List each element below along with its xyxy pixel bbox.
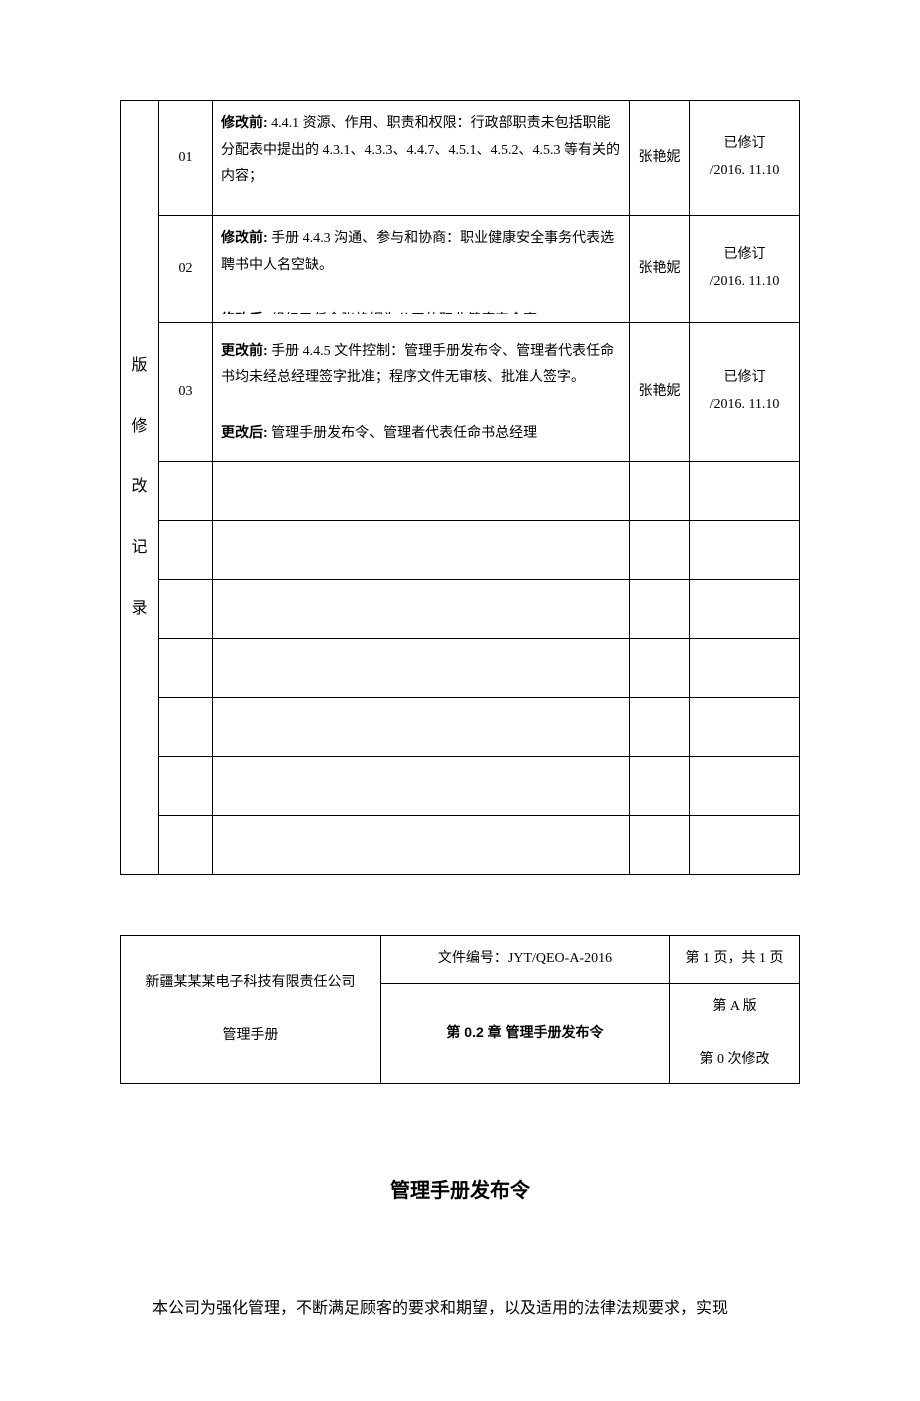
title-block: 管理手册发布令 — [120, 1174, 800, 1203]
table-row — [121, 698, 800, 757]
status-line: /2016. 11.10 — [710, 274, 780, 289]
rev-label: 第 0 次修改 — [700, 1052, 770, 1067]
table-row — [121, 639, 800, 698]
status-line: 已修订 — [724, 247, 766, 262]
before-text: 手册 4.4.3 沟通、参与和协商：职业健康安全事务代表选聘书中人名空缺。 — [221, 231, 614, 273]
status-line: /2016. 11.10 — [710, 397, 780, 412]
status-line: 已修订 — [724, 136, 766, 151]
doc-no: 文件编号：JYT/QEO-A-2016 — [381, 936, 670, 984]
status-line: /2016. 11.10 — [710, 163, 780, 178]
after-label: 修改后: — [221, 311, 268, 314]
table-row — [121, 521, 800, 580]
table-row: 新疆某某某电子科技有限责任公司 管理手册 文件编号：JYT/QEO-A-2016… — [121, 936, 800, 984]
label-char: 版 — [127, 351, 152, 381]
revision-label-cell: 版 修 改 记 录 — [121, 101, 159, 875]
before-text: 4.4.1 资源、作用、职责和权限：行政部职责未包括职能分配表中提出的 4.3.… — [221, 116, 620, 184]
status-line: 已修订 — [724, 370, 766, 385]
after-text: 管理手册发布令、管理者代表任命书总经理 — [271, 426, 537, 441]
page-label: 第 1 页，共 1 页 — [670, 936, 800, 984]
page-title: 管理手册发布令 — [390, 1180, 530, 1202]
table-row — [121, 462, 800, 521]
label-char: 改 — [127, 472, 152, 502]
doc-type: 管理手册 — [223, 1028, 279, 1043]
rev-person: 张艳妮 — [630, 101, 690, 216]
before-label: 修改前: — [221, 114, 268, 130]
spacer — [120, 875, 800, 935]
table-row — [121, 757, 800, 816]
before-label: 更改前: — [221, 342, 268, 358]
company-cell: 新疆某某某电子科技有限责任公司 管理手册 — [121, 936, 381, 1084]
rev-no: 01 — [159, 101, 213, 216]
table-row: 02 修改前: 手册 4.4.3 沟通、参与和协商：职业健康安全事务代表选聘书中… — [121, 216, 800, 323]
after-label: 更改后: — [221, 424, 268, 440]
table-row: 版 修 改 记 录 01 修改前: 4.4.1 资源、作用、职责和权限：行政部职… — [121, 101, 800, 216]
rev-desc: 修改前: 手册 4.4.3 沟通、参与和协商：职业健康安全事务代表选聘书中人名空… — [213, 216, 630, 323]
revision-table: 版 修 改 记 录 01 修改前: 4.4.1 资源、作用、职责和权限：行政部职… — [120, 100, 800, 875]
rev-status: 已修订 /2016. 11.10 — [690, 216, 800, 323]
before-text: 手册 4.4.5 文件控制：管理手册发布令、管理者代表任命书均未经总经理签字批准… — [221, 344, 614, 386]
rev-person: 张艳妮 — [630, 216, 690, 323]
table-row — [121, 816, 800, 875]
rev-desc: 修改前: 4.4.1 资源、作用、职责和权限：行政部职责未包括职能分配表中提出的… — [213, 101, 630, 216]
label-char: 记 — [127, 533, 152, 563]
rev-desc: 更改前: 手册 4.4.5 文件控制：管理手册发布令、管理者代表任命书均未经总经… — [213, 323, 630, 462]
rev-no: 03 — [159, 323, 213, 462]
rev-person: 张艳妮 — [630, 323, 690, 462]
company-name: 新疆某某某电子科技有限责任公司 — [146, 975, 356, 990]
header-table: 新疆某某某电子科技有限责任公司 管理手册 文件编号：JYT/QEO-A-2016… — [120, 935, 800, 1084]
label-char: 录 — [127, 594, 152, 624]
body-paragraph: 本公司为强化管理，不断满足顾客的要求和期望，以及适用的法律法规要求，实现 — [120, 1293, 800, 1325]
document-page: 版 修 改 记 录 01 修改前: 4.4.1 资源、作用、职责和权限：行政部职… — [0, 0, 920, 1401]
version-cell: 第 A 版 第 0 次修改 — [670, 983, 800, 1084]
version-label: 第 A 版 — [712, 999, 756, 1014]
rev-status: 已修订 /2016. 11.10 — [690, 323, 800, 462]
table-row — [121, 580, 800, 639]
before-label: 修改前: — [221, 229, 268, 245]
chapter-text: 第 0.2 章 管理手册发布令 — [446, 1024, 603, 1040]
table-row: 03 更改前: 手册 4.4.5 文件控制：管理手册发布令、管理者代表任命书均未… — [121, 323, 800, 462]
rev-status: 已修订 /2016. 11.10 — [690, 101, 800, 216]
chapter: 第 0.2 章 管理手册发布令 — [381, 983, 670, 1084]
after-text: 组织已任命张艳妮为公司的职业健康安全事 — [271, 313, 537, 314]
label-char: 修 — [127, 412, 152, 442]
rev-no: 02 — [159, 216, 213, 323]
